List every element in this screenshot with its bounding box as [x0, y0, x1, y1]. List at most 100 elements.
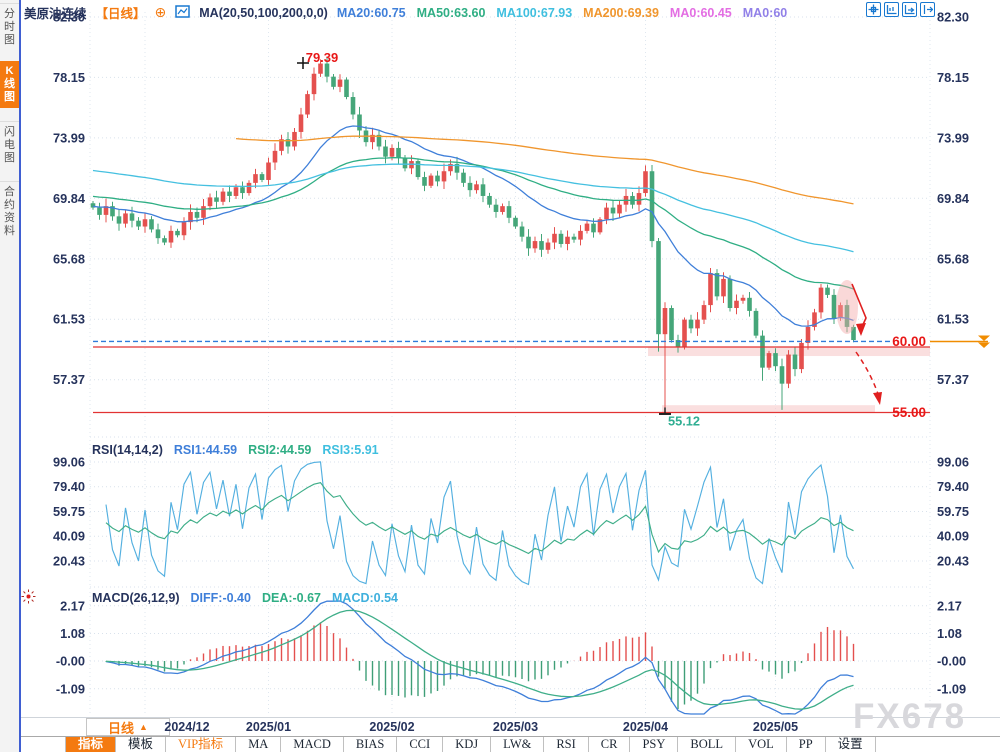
- circle-plus-icon[interactable]: ⊕: [154, 4, 167, 20]
- rsi-value-1: RSI2:44.59: [248, 443, 312, 457]
- ma-value-1: MA50:63.60: [416, 5, 486, 20]
- toolbar-item-BOLL[interactable]: BOLL: [678, 737, 737, 752]
- svg-text:60.00: 60.00: [892, 334, 926, 349]
- rsi-value-0: RSI1:44.59: [173, 443, 238, 457]
- rsi-values: RSI1:44.59 RSI2:44.59 RSI3:5.91: [174, 443, 379, 457]
- svg-text:82.30: 82.30: [937, 10, 969, 25]
- toolbar-item-模板[interactable]: 模板: [116, 737, 167, 752]
- macd-title: MACD(26,12,9): [92, 591, 180, 605]
- toolbar-item-LW&[interactable]: LW&: [491, 737, 545, 752]
- x-axis-month-2025/01: 2025/01: [245, 720, 292, 734]
- svg-text:82.30: 82.30: [53, 10, 85, 25]
- svg-text:1.08: 1.08: [60, 626, 85, 641]
- brightness-icon[interactable]: [21, 589, 36, 609]
- x-axis-month-2024/12: 2024/12: [164, 720, 210, 734]
- toolbar-item-RSI[interactable]: RSI: [544, 737, 589, 752]
- toolbar-item-CCI[interactable]: CCI: [397, 737, 444, 752]
- toolbar-item-MA[interactable]: MA: [236, 737, 282, 752]
- indicator-toolbar: 指标 模板 VIP指标 MA MACD BIAS CCI KDJ LW& RSI CR PSY BOLL…: [21, 736, 1000, 752]
- svg-text:20.43: 20.43: [53, 553, 85, 568]
- svg-text:99.06: 99.06: [937, 455, 969, 470]
- svg-text:78.15: 78.15: [53, 70, 85, 85]
- svg-text:20.43: 20.43: [937, 553, 969, 568]
- svg-text:73.99: 73.99: [53, 130, 85, 145]
- sidebar-tab-合约资料[interactable]: 合 约 资 料: [0, 181, 19, 242]
- ma-value-0: MA20:60.75: [336, 5, 406, 20]
- toolbar-item-PSY[interactable]: PSY: [630, 737, 679, 752]
- svg-text:55.12: 55.12: [668, 413, 700, 428]
- svg-text:-1.09: -1.09: [56, 681, 85, 696]
- toolbar-item-VOL[interactable]: VOL: [736, 737, 787, 752]
- crosshair-icon[interactable]: [866, 2, 881, 17]
- interval-dropdown[interactable]: 日线 ▲: [86, 718, 170, 736]
- sidebar-tab-K线图[interactable]: K 线 图: [0, 61, 19, 108]
- sidebar-divider: [19, 0, 21, 752]
- toolbar-item-指标[interactable]: 指标: [65, 737, 117, 752]
- svg-text:57.37: 57.37: [937, 372, 969, 387]
- svg-text:55.00: 55.00: [892, 405, 926, 420]
- ma-value-2: MA100:67.93: [496, 5, 573, 20]
- svg-text:65.68: 65.68: [53, 251, 85, 266]
- chart-titlebar: 美原油连续 【日线】 ⊕ MA(20,50,100,200,0,0) MA20:…: [24, 3, 787, 22]
- svg-text:-0.00: -0.00: [937, 654, 966, 669]
- svg-text:2.17: 2.17: [937, 598, 962, 613]
- svg-text:99.06: 99.06: [53, 455, 85, 470]
- toolbar-item-设置[interactable]: 设置: [826, 737, 876, 752]
- ma-value-5: MA0:60: [742, 5, 788, 20]
- axis-pan-icon[interactable]: [902, 2, 917, 17]
- svg-text:59.75: 59.75: [937, 504, 969, 519]
- macd-value-0: DIFF:-0.40: [190, 591, 251, 605]
- go-to-latest-icon[interactable]: [920, 2, 935, 17]
- rsi-header: RSI(14,14,2) RSI1:44.59 RSI2:44.59 RSI3:5.…: [92, 443, 379, 457]
- sidebar-tab-分时图[interactable]: 分 时 图: [0, 3, 19, 51]
- axis-scale-icon[interactable]: [884, 2, 899, 17]
- interval-label: 日线: [108, 720, 135, 736]
- svg-text:59.75: 59.75: [53, 504, 85, 519]
- ma-value-3: MA200:69.39: [583, 5, 659, 20]
- svg-text:-0.00: -0.00: [56, 654, 85, 669]
- svg-text:-1.09: -1.09: [937, 681, 966, 696]
- chart-tool-icons: [866, 2, 935, 17]
- svg-text:1.08: 1.08: [937, 626, 962, 641]
- svg-text:73.99: 73.99: [937, 130, 969, 145]
- x-axis-month-2025/03: 2025/03: [492, 720, 539, 734]
- svg-text:61.53: 61.53: [53, 312, 85, 327]
- toolbar-item-CR[interactable]: CR: [589, 737, 631, 752]
- symbol-title: 美原油连续: [24, 7, 87, 21]
- svg-text:61.53: 61.53: [937, 312, 969, 327]
- toolbar-item-PP[interactable]: PP: [787, 737, 826, 752]
- svg-text:79.39: 79.39: [306, 50, 339, 65]
- macd-value-1: DEA:-0.67: [261, 591, 322, 605]
- svg-text:57.37: 57.37: [53, 372, 85, 387]
- ma-values: MA20:60.75 MA50:63.60 MA100:67.93 MA200:69.…: [337, 6, 787, 20]
- rsi-value-2: RSI3:5.91: [322, 443, 379, 457]
- sidebar-tab-闪电图[interactable]: 闪 电 图: [0, 121, 19, 169]
- x-axis-month-2025/04: 2025/04: [622, 720, 669, 734]
- line-chart-icon[interactable]: [175, 4, 191, 21]
- toolbar-item-KDJ[interactable]: KDJ: [443, 737, 492, 752]
- ma-value-4: MA0:60.45: [669, 5, 732, 20]
- x-axis-month-2025/02: 2025/02: [369, 720, 415, 734]
- toolbar-item-BIAS[interactable]: BIAS: [344, 737, 398, 752]
- macd-value-2: MACD:0.54: [332, 591, 399, 605]
- toolbar-item-VIP指标[interactable]: VIP指标: [166, 737, 237, 752]
- interval-tag[interactable]: 【日线】: [95, 7, 146, 21]
- svg-text:65.68: 65.68: [937, 251, 969, 266]
- rsi-title: RSI(14,14,2): [92, 443, 163, 457]
- svg-text:40.09: 40.09: [53, 529, 85, 544]
- svg-text:78.15: 78.15: [937, 70, 969, 85]
- x-axis-month-2025/05: 2025/05: [752, 720, 799, 734]
- svg-text:79.40: 79.40: [937, 479, 969, 494]
- svg-text:2.17: 2.17: [60, 598, 85, 613]
- svg-text:79.40: 79.40: [53, 479, 85, 494]
- ma-settings: MA(20,50,100,200,0,0): [199, 5, 328, 20]
- svg-text:69.84: 69.84: [53, 191, 86, 206]
- svg-text:69.84: 69.84: [937, 191, 970, 206]
- svg-text:40.09: 40.09: [937, 529, 969, 544]
- chevron-up-icon: ▲: [139, 722, 148, 732]
- macd-values: DIFF:-0.40 DEA:-0.67 MACD:0.54: [191, 591, 398, 605]
- toolbar-item-MACD[interactable]: MACD: [281, 737, 344, 752]
- x-axis-row: 日线 ▲ 2024/12 2025/01 2025/02 2025/03 2025/04…: [21, 717, 1000, 737]
- macd-header: MACD(26,12,9) DIFF:-0.40 DEA:-0.67 MACD:0.…: [92, 591, 398, 605]
